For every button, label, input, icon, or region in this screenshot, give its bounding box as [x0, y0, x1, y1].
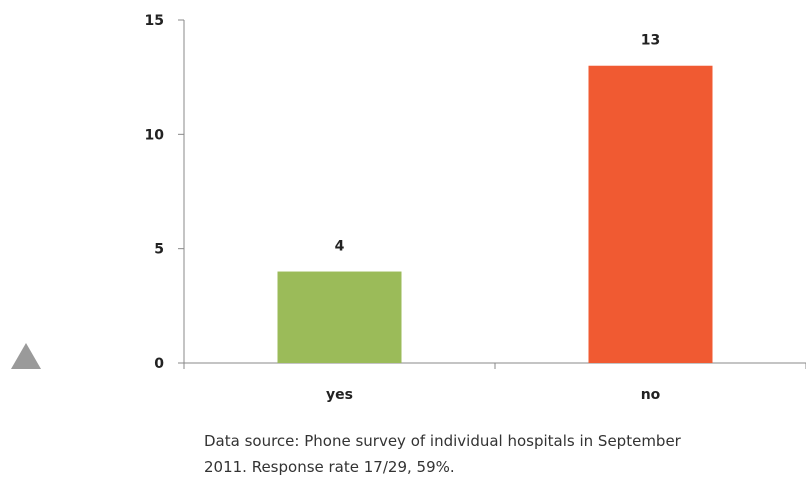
y-tick-label: 10	[145, 127, 165, 143]
y-tick-label: 5	[154, 242, 164, 258]
caption-line-1: Data source: Phone survey of individual …	[204, 432, 681, 450]
chart-bars	[277, 65, 713, 363]
chart-caption: Data source: Phone survey of individual …	[204, 428, 804, 480]
bar-no	[588, 65, 713, 363]
bar-chart: 0 5 10 15 4 yes 13 no	[145, 13, 806, 403]
data-label-no: 13	[641, 33, 660, 49]
bar-yes	[277, 271, 402, 363]
y-tick-label: 15	[145, 13, 164, 29]
y-tick-label: 0	[154, 356, 164, 372]
chart-labels: 4 yes 13 no	[326, 33, 661, 403]
data-label-yes: 4	[335, 239, 345, 255]
triangle-up-icon[interactable]	[11, 343, 41, 369]
category-label-no: no	[641, 387, 661, 403]
category-label-yes: yes	[326, 387, 353, 403]
caption-line-2: 2011. Response rate 17/29, 59%.	[204, 458, 455, 476]
